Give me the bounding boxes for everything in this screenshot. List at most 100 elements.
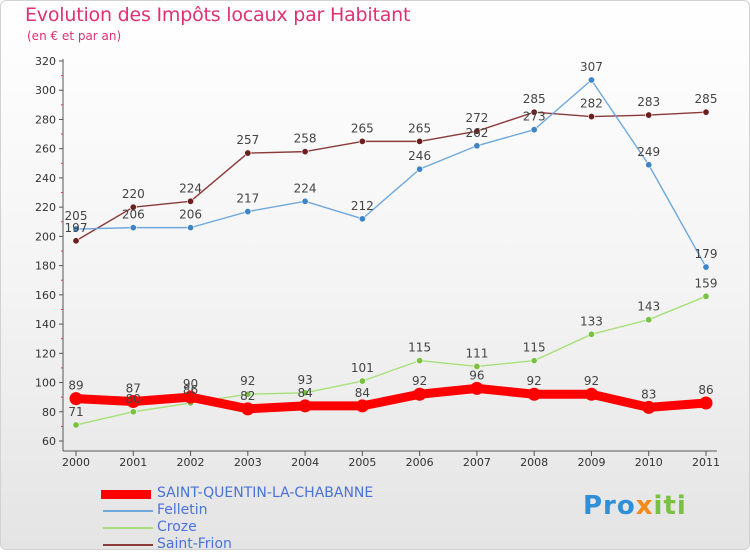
data-label: 258 — [294, 132, 317, 146]
data-point — [702, 263, 710, 271]
x-tick-label: 2007 — [463, 456, 491, 469]
data-point — [358, 377, 366, 385]
data-point — [129, 408, 137, 416]
series-line — [71, 383, 711, 414]
data-label: 86 — [183, 383, 198, 397]
data-label: 285 — [523, 92, 546, 106]
x-tick-label: 2001 — [119, 456, 147, 469]
data-point — [416, 357, 424, 365]
data-label: 265 — [408, 121, 431, 135]
y-tick-label: 260 — [35, 143, 56, 156]
legend-label: Saint-Frion — [157, 536, 232, 552]
y-tick-label: 220 — [35, 201, 56, 214]
data-point — [473, 142, 481, 150]
data-point — [699, 396, 713, 410]
data-point — [298, 399, 312, 413]
data-label: 84 — [355, 386, 370, 400]
data-point — [530, 357, 538, 365]
y-tick-label: 60 — [42, 435, 56, 448]
data-label: 92 — [240, 374, 255, 388]
data-point — [244, 149, 252, 157]
y-tick-label: 100 — [35, 377, 56, 390]
data-label: 80 — [126, 392, 141, 406]
data-point — [413, 387, 427, 401]
data-label: 86 — [698, 383, 713, 397]
x-tick-label: 2005 — [348, 456, 376, 469]
x-tick-label: 2000 — [62, 456, 90, 469]
data-point — [72, 237, 80, 245]
legend-swatch — [103, 510, 153, 512]
x-tick-label: 2008 — [520, 456, 548, 469]
data-point — [587, 330, 595, 338]
data-point — [416, 137, 424, 145]
y-tick-label: 160 — [35, 289, 56, 302]
data-label: 205 — [65, 209, 88, 223]
legend-swatch — [103, 544, 153, 546]
data-label: 265 — [351, 121, 374, 135]
data-label: 115 — [408, 341, 431, 355]
data-point — [587, 76, 595, 84]
data-label: 71 — [68, 405, 83, 419]
data-point — [527, 387, 541, 401]
data-point — [187, 224, 195, 232]
data-point — [473, 127, 481, 135]
data-point — [473, 362, 481, 370]
x-tick-label: 2003 — [234, 456, 262, 469]
data-label: 159 — [695, 276, 718, 290]
data-label: 224 — [179, 181, 202, 195]
data-label: 179 — [695, 247, 718, 261]
data-point — [358, 215, 366, 223]
data-label: 262 — [465, 126, 488, 140]
data-point — [355, 399, 369, 413]
data-label: 89 — [68, 379, 83, 393]
data-point — [530, 126, 538, 134]
data-label: 90 — [183, 377, 198, 391]
data-label: 96 — [469, 368, 484, 382]
y-tick-label: 280 — [35, 113, 56, 126]
data-label: 272 — [465, 111, 488, 125]
data-point — [702, 292, 710, 300]
data-point — [645, 316, 653, 324]
data-label: 115 — [523, 341, 546, 355]
data-point — [645, 111, 653, 119]
legend-label: SAINT-QUENTIN-LA-CHABANNE — [157, 485, 374, 501]
data-point — [530, 108, 538, 116]
data-point — [244, 390, 252, 398]
y-tick-label: 300 — [35, 84, 56, 97]
data-label: 307 — [580, 60, 603, 74]
data-point — [301, 389, 309, 397]
data-label: 217 — [236, 192, 259, 206]
chart-title: Evolution des Impôts locaux par Habitant — [25, 4, 411, 26]
data-label: 206 — [179, 208, 202, 222]
data-point — [241, 402, 255, 416]
data-point — [301, 197, 309, 205]
data-label: 246 — [408, 149, 431, 163]
x-tick-label: 2011 — [692, 456, 720, 469]
data-label: 224 — [294, 181, 317, 195]
data-point — [129, 203, 137, 211]
data-point — [72, 421, 80, 429]
data-label: 101 — [351, 361, 374, 375]
data-label: 92 — [584, 374, 599, 388]
y-tick-label: 140 — [35, 318, 56, 331]
data-point — [416, 165, 424, 173]
y-tick-label: 80 — [42, 406, 56, 419]
x-tick-label: 2009 — [577, 456, 605, 469]
data-label: 87 — [126, 382, 141, 396]
data-label: 249 — [637, 145, 660, 159]
data-label: 257 — [236, 133, 259, 147]
data-label: 220 — [122, 187, 145, 201]
x-tick-label: 2004 — [291, 456, 319, 469]
x-tick-label: 2006 — [406, 456, 434, 469]
data-point — [69, 392, 83, 406]
data-point — [645, 161, 653, 169]
data-label: 93 — [297, 373, 312, 387]
chart-subtitle: (en € et par an) — [27, 29, 122, 43]
data-label: 282 — [580, 97, 603, 111]
y-tick-label: 200 — [35, 230, 56, 243]
data-label: 83 — [641, 387, 656, 401]
series-line — [75, 111, 707, 242]
data-label: 273 — [523, 110, 546, 124]
